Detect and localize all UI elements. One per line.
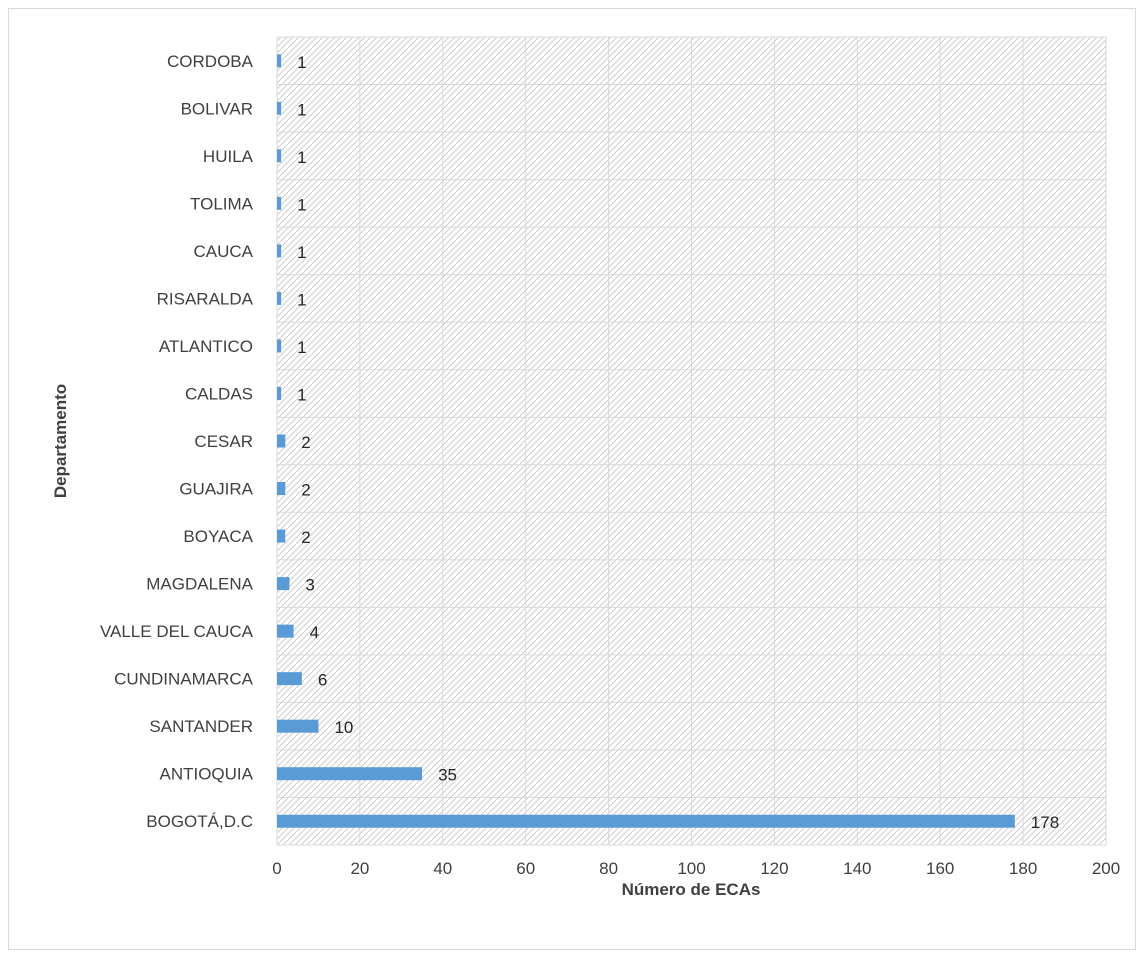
- bar: [277, 339, 282, 353]
- category-label: CUNDINAMARCA: [114, 670, 254, 689]
- category-label: MAGDALENA: [146, 575, 253, 594]
- bar: [277, 434, 286, 448]
- data-label: 3: [305, 576, 314, 595]
- data-label: 2: [301, 433, 310, 452]
- x-tick-label: 180: [1009, 859, 1037, 878]
- category-label: CAUCA: [193, 242, 253, 261]
- category-label: ANTIOQUIA: [159, 765, 253, 784]
- data-label: 1: [297, 195, 306, 214]
- category-label: TOLIMA: [190, 194, 254, 213]
- category-label: RISARALDA: [157, 289, 254, 308]
- bar: [277, 54, 282, 68]
- bar: [277, 624, 294, 638]
- bar: [277, 244, 282, 258]
- category-label: BOLIVAR: [181, 99, 253, 118]
- category-label: CALDAS: [185, 384, 253, 403]
- data-label: 6: [318, 671, 327, 690]
- bar: [277, 767, 423, 781]
- x-tick-label: 120: [760, 859, 788, 878]
- bar: [277, 577, 290, 591]
- category-label: CORDOBA: [167, 52, 254, 71]
- y-axis-title: Departamento: [51, 384, 70, 498]
- x-tick-label: 200: [1092, 859, 1120, 878]
- x-tick-labels: 0 20 40 60 80 100 120 140 160 180 200: [272, 859, 1120, 878]
- x-tick-label: 80: [599, 859, 618, 878]
- x-tick-label: 20: [350, 859, 369, 878]
- data-labels: 1 1 1 1 1 1 1 1 2 2 2 3 4 6 10 35 178: [297, 53, 1059, 832]
- category-label: CESAR: [194, 432, 253, 451]
- category-labels: CORDOBA BOLIVAR HUILA TOLIMA CAUCA RISARALDA A…: [100, 52, 254, 831]
- bar: [277, 482, 286, 496]
- data-label: 4: [310, 623, 319, 642]
- data-label: 10: [334, 718, 353, 737]
- data-label: 1: [297, 338, 306, 357]
- data-label: 1: [297, 53, 306, 72]
- bar: [277, 291, 282, 305]
- x-tick-label: 140: [843, 859, 871, 878]
- x-tick-label: 160: [926, 859, 954, 878]
- category-label: GUAJIRA: [179, 480, 253, 499]
- data-label: 178: [1031, 813, 1059, 832]
- category-label: BOGOTÁ,D.C: [146, 812, 253, 831]
- x-tick-label: 100: [677, 859, 705, 878]
- category-label: ATLANTICO: [159, 337, 253, 356]
- data-label: 1: [297, 385, 306, 404]
- bar: [277, 101, 282, 115]
- x-tick-label: 0: [272, 859, 281, 878]
- data-label: 1: [297, 243, 306, 262]
- gridlines: [276, 36, 1107, 846]
- bar: [277, 386, 282, 400]
- bar: [277, 814, 1015, 828]
- data-label: 1: [297, 290, 306, 309]
- category-label: HUILA: [203, 147, 254, 166]
- bar: [277, 196, 282, 210]
- x-tick-label: 60: [516, 859, 535, 878]
- bar: [277, 719, 319, 733]
- data-label: 1: [297, 100, 306, 119]
- x-axis-title: Número de ECAs: [622, 880, 761, 899]
- bars: [277, 54, 1015, 828]
- data-label: 1: [297, 148, 306, 167]
- data-label: 2: [301, 481, 310, 500]
- category-label: VALLE DEL CAUCA: [100, 622, 254, 641]
- data-label: 35: [438, 766, 457, 785]
- bar: [277, 529, 286, 543]
- bar: [277, 149, 282, 163]
- category-label: BOYACA: [183, 527, 253, 546]
- bar: [277, 672, 302, 686]
- category-label: SANTANDER: [149, 717, 253, 736]
- data-label: 2: [301, 528, 310, 547]
- x-tick-label: 40: [433, 859, 452, 878]
